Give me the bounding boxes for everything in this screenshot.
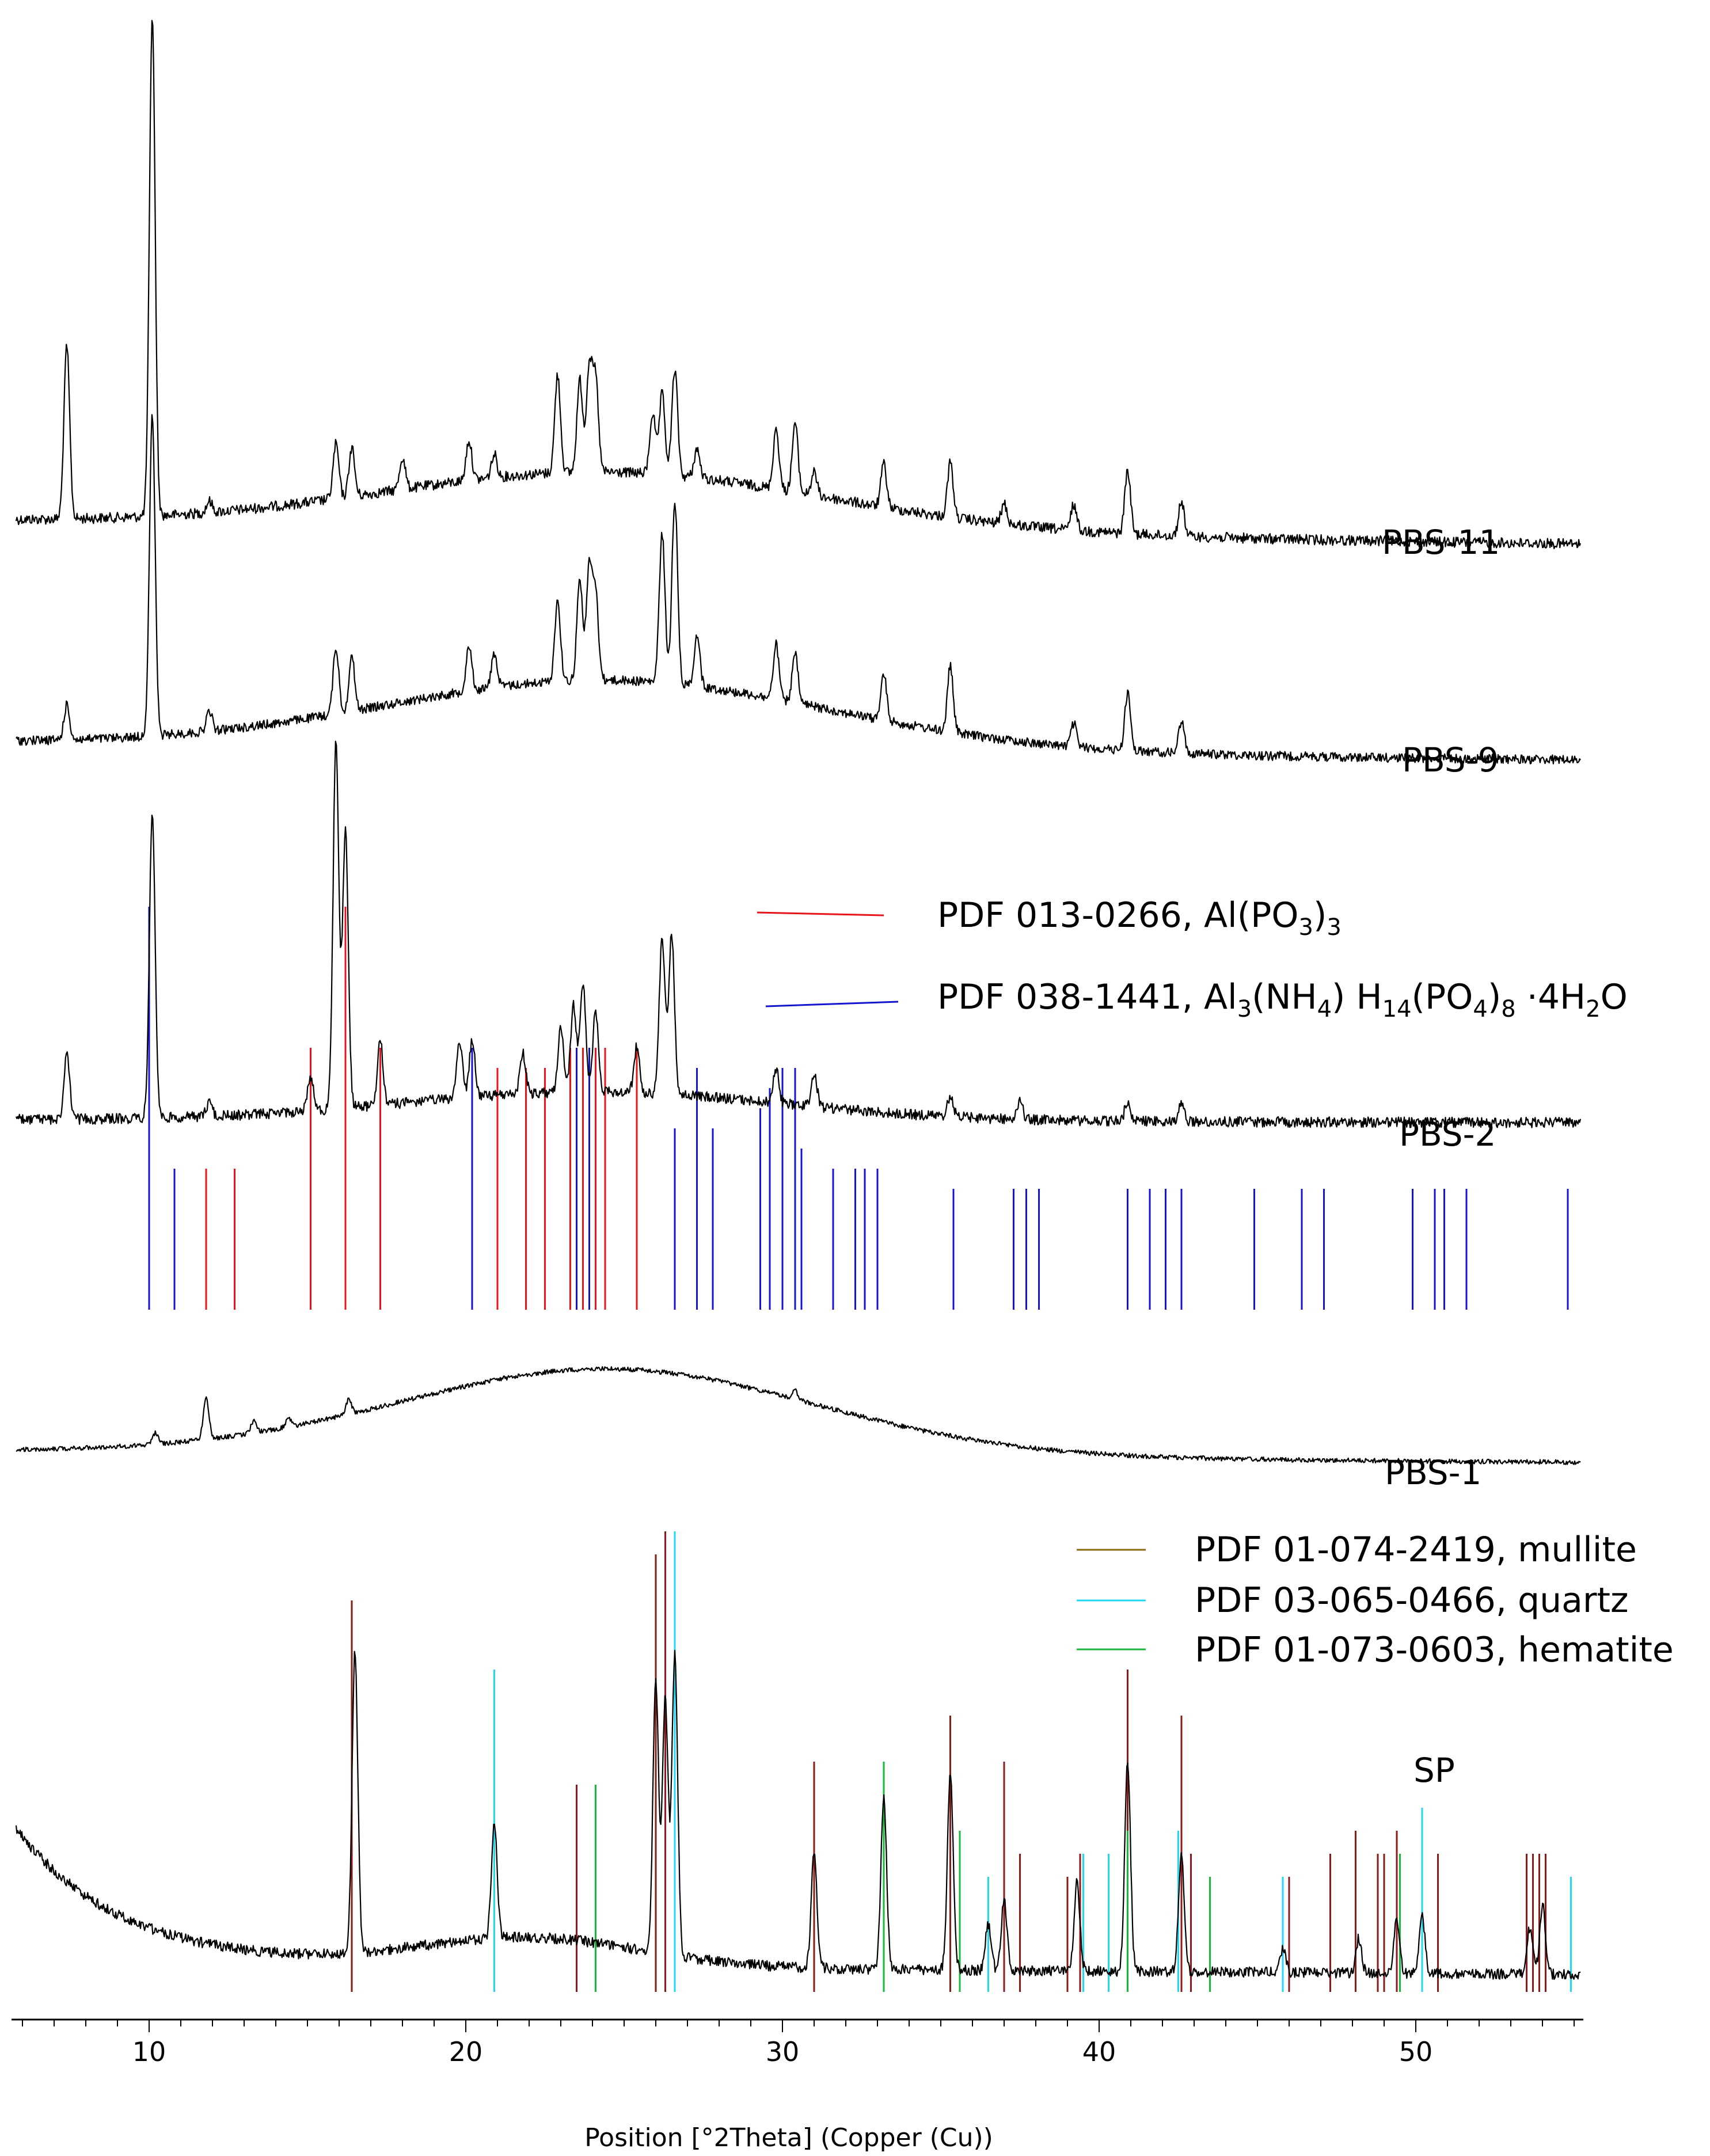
pattern-SP <box>15 1649 1581 1980</box>
legend-entry-mullite: PDF 01-074-2419, mullite <box>1195 1530 1637 1570</box>
legend-entry-hematite: PDF 01-073-0603, hematite <box>1195 1630 1674 1670</box>
label-PBS-11: PBS-11 <box>1382 523 1500 562</box>
legend-entry-al-nh4-phosphate: PDF 038-1441, Al3(NH4) H14(PO4)8 ·4H2O <box>937 977 1628 1022</box>
legend-entry-quartz: PDF 03-065-0466, quartz <box>1195 1580 1629 1621</box>
label-PBS-1: PBS-1 <box>1385 1453 1481 1492</box>
pattern-PBS-2 <box>15 740 1582 1128</box>
diffraction-patterns <box>15 20 1582 1980</box>
legend-swatch-al-nh4-phosphate <box>765 1001 899 1007</box>
reference-lines <box>148 907 1572 1992</box>
x-tick-label: 30 <box>766 2036 800 2067</box>
x-tick-label: 10 <box>132 2036 166 2067</box>
label-SP: SP <box>1413 1751 1455 1790</box>
pattern-PBS-1 <box>16 1366 1581 1465</box>
pattern-PBS-11 <box>15 20 1582 549</box>
pattern-PBS-9 <box>16 414 1581 765</box>
x-axis-title: Position [°2Theta] (Copper (Cu)) <box>584 2123 993 2153</box>
sample-labels: PBS-11 PBS-9 PBS-2 PBS-1 SP <box>1382 523 1500 1790</box>
x-tick-label: 50 <box>1399 2036 1433 2067</box>
x-tick-label: 20 <box>449 2036 483 2067</box>
legend-sp: PDF 01-074-2419, mullite PDF 03-065-0466… <box>1077 1530 1674 1670</box>
legend-swatch-al-po3 <box>757 911 884 917</box>
label-PBS-9: PBS-9 <box>1402 740 1499 779</box>
x-tick-label: 40 <box>1082 2036 1116 2067</box>
legend-entry-al-po3: PDF 013-0266, Al(PO3)3 <box>937 895 1342 941</box>
x-axis: 10 20 30 40 50 <box>12 2018 1583 2067</box>
legend-pbs2: PDF 013-0266, Al(PO3)3 PDF 038-1441, Al3… <box>757 895 1628 1022</box>
label-PBS-2: PBS-2 <box>1399 1115 1496 1154</box>
